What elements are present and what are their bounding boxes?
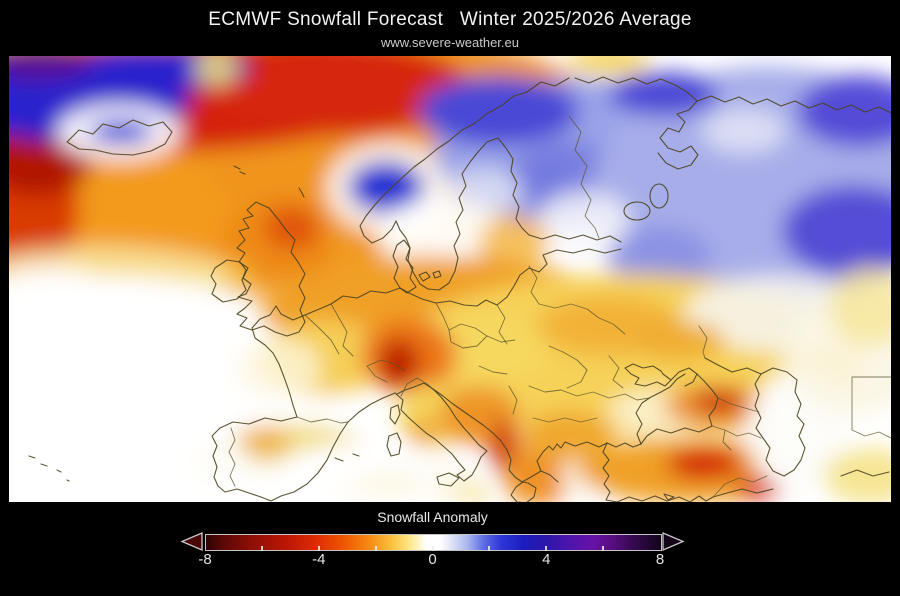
anomaly-map [9, 56, 891, 502]
colorbar-tick-label: -8 [198, 551, 212, 568]
map-svg [9, 56, 891, 502]
colorbar-minor-tick [602, 546, 605, 551]
colorbar-minor-tick [317, 546, 320, 551]
colorbar-minor-tick [545, 546, 548, 551]
page-title: ECMWF Snowfall Forecast Winter 2025/2026… [208, 9, 692, 30]
colorbar-right-arrow [662, 532, 685, 551]
colorbar-gradient [205, 534, 662, 551]
colorbar-minor-tick [260, 546, 263, 551]
colorbar-tick-label: -4 [312, 551, 326, 568]
anomaly-field [9, 56, 891, 502]
colorbar-tick-label: 0 [428, 551, 437, 568]
colorbar-minor-tick [431, 546, 434, 551]
colorbar-minor-tick [374, 546, 377, 551]
colorbar-title: Snowfall Anomaly [377, 509, 488, 525]
country-borders [228, 115, 891, 498]
colorbar-minor-tick [488, 546, 491, 551]
source-url: www.severe-weather.eu [380, 35, 519, 50]
colorbar-tick-label: 4 [542, 551, 551, 568]
coastlines [28, 76, 891, 502]
colorbar-left-arrow [180, 532, 203, 551]
colorbar-tick-label: 8 [655, 551, 665, 568]
